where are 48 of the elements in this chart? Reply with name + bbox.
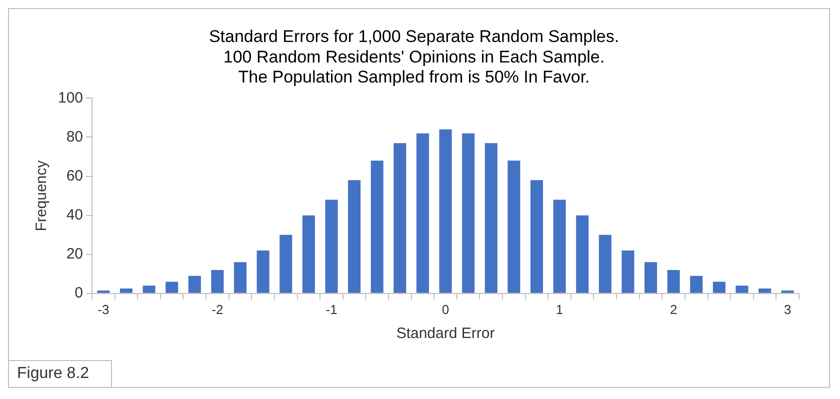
y-tick-label: 0: [74, 284, 84, 302]
bar: [394, 143, 406, 293]
bar: [576, 215, 589, 293]
bar: [142, 286, 156, 293]
x-tick-label: 3: [784, 302, 792, 317]
bar: [280, 234, 292, 293]
bar: [348, 180, 361, 293]
bar: [97, 290, 110, 293]
x-tick-label: 2: [670, 302, 678, 317]
bar: [439, 129, 452, 293]
bar: [416, 133, 429, 293]
y-tick-label: 100: [58, 89, 84, 106]
bar: [188, 276, 201, 293]
bar: [622, 250, 634, 293]
x-tick-label: 0: [442, 302, 450, 317]
x-tick-label: -1: [326, 302, 338, 317]
y-tick-label: 60: [66, 167, 84, 184]
bar: [211, 270, 224, 293]
bar: [530, 180, 544, 293]
bar: [120, 288, 133, 293]
bar: [667, 270, 680, 293]
y-axis-title: Frequency: [33, 160, 50, 232]
bar: [690, 276, 703, 293]
bar: [166, 282, 178, 293]
bar: [234, 262, 247, 293]
bar: [781, 290, 794, 293]
y-tick-label: 80: [66, 128, 84, 146]
chart-title: Standard Errors for 1,000 Separate Random Samples. 100 Random Residents' Opinions in Each Sample. The Population Sampled from is 50% In Favor.: [208, 26, 620, 87]
y-tick-label: 40: [66, 206, 84, 224]
bar: [644, 262, 658, 293]
x-tick-label: 1: [556, 302, 564, 317]
bar: [325, 200, 338, 293]
bar: [736, 286, 748, 293]
bar: [712, 282, 726, 293]
y-tick-label: 20: [66, 246, 84, 262]
bar: [508, 160, 520, 293]
bar: [553, 200, 566, 293]
bar: [256, 250, 270, 293]
x-axis-title: Standard Error: [396, 325, 495, 342]
x-tick-label: -3: [98, 302, 110, 317]
bar: [598, 234, 612, 293]
bar: [484, 143, 498, 293]
caption: Figure 8.2: [9, 360, 112, 387]
bar: [370, 160, 384, 293]
bar: [302, 215, 315, 293]
bar: [758, 288, 772, 293]
bar: [462, 133, 475, 293]
x-tick-label: -2: [212, 302, 224, 317]
